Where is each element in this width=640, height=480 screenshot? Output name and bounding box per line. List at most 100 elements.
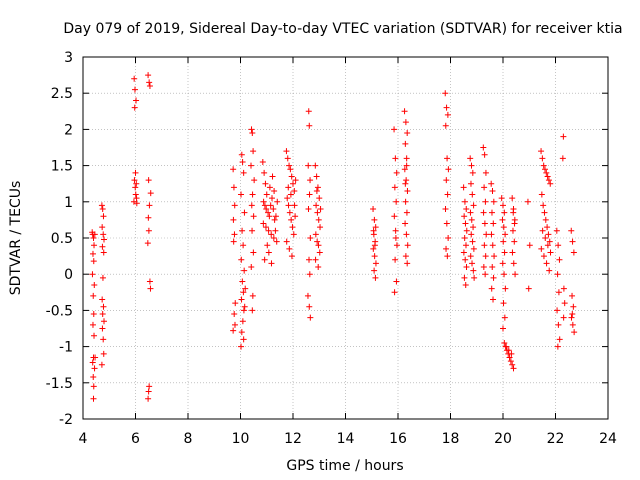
data-point-marker (569, 321, 576, 328)
x-tick-label: 6 (131, 431, 140, 447)
data-point-marker (370, 206, 377, 213)
data-point-marker (99, 325, 106, 332)
data-point-marker (231, 231, 238, 238)
data-point-marker (307, 177, 314, 184)
data-point-marker (443, 220, 450, 227)
data-point-marker (101, 236, 107, 243)
data-point-marker (89, 250, 96, 257)
data-point-marker (289, 224, 296, 231)
x-tick-label: 18 (442, 431, 460, 447)
data-point-marker (292, 213, 299, 220)
data-point-marker (305, 206, 312, 213)
data-point-marker (305, 108, 312, 115)
data-point-marker (404, 130, 411, 137)
data-point-marker (370, 245, 377, 252)
data-point-marker (91, 231, 98, 238)
data-point-marker (546, 238, 553, 245)
data-point-marker (469, 169, 476, 176)
data-point-marker (544, 242, 551, 249)
data-point-marker (248, 202, 255, 209)
data-point-marker (240, 289, 247, 296)
data-point-marker (470, 224, 477, 231)
data-point-marker (488, 180, 495, 187)
data-point-marker (283, 148, 290, 155)
data-point-marker (554, 343, 561, 350)
y-tick-label: 0.5 (51, 231, 73, 247)
data-point-marker (525, 285, 532, 292)
data-point-marker (546, 267, 553, 274)
data-point-marker (500, 224, 507, 231)
data-point-marker (560, 133, 567, 140)
data-point-marker (263, 206, 270, 213)
data-point-marker (99, 274, 106, 281)
data-point-marker (313, 173, 320, 180)
data-point-marker (372, 274, 379, 281)
data-point-marker (543, 260, 550, 267)
data-point-marker (99, 243, 106, 250)
y-tick-label: -2 (59, 412, 73, 428)
data-point-marker (231, 321, 238, 328)
data-point-marker (271, 216, 278, 223)
data-point-marker (467, 253, 474, 260)
grid (83, 57, 608, 419)
data-point-marker (305, 162, 312, 169)
data-point-marker (403, 209, 410, 216)
data-point-marker (538, 245, 545, 252)
data-point-marker (145, 72, 152, 79)
y-tick-label: 3 (64, 50, 73, 66)
data-point-marker (271, 187, 278, 194)
data-point-marker (372, 260, 379, 267)
data-point-marker (391, 184, 398, 191)
data-point-marker (317, 206, 324, 213)
data-point-marker (283, 238, 290, 245)
data-point-marker (509, 361, 516, 368)
data-point-marker (265, 209, 272, 216)
data-point-marker (147, 285, 154, 292)
data-point-marker (100, 249, 107, 256)
data-point-marker (402, 253, 409, 260)
data-point-marker (248, 263, 255, 270)
data-point-marker (90, 292, 97, 299)
data-point-marker (542, 216, 549, 223)
x-tick-label: 16 (389, 431, 407, 447)
data-point-marker (312, 256, 319, 263)
data-point-marker (312, 162, 319, 169)
data-point-marker (481, 242, 488, 249)
data-point-marker (91, 242, 98, 249)
data-point-marker (462, 220, 469, 227)
data-point-marker (468, 162, 475, 169)
data-point-marker (230, 327, 237, 334)
data-point-marker (404, 260, 411, 267)
data-point-marker (274, 198, 281, 205)
data-point-marker (313, 202, 320, 209)
data-point-marker (461, 198, 468, 205)
data-point-marker (502, 231, 509, 238)
data-point-marker (490, 296, 497, 303)
data-point-marker (145, 227, 152, 234)
data-point-marker (259, 158, 266, 165)
data-point-marker (461, 213, 468, 220)
data-point-marker (442, 206, 449, 213)
data-point-marker (554, 271, 561, 278)
x-axis-label: GPS time / hours (286, 458, 403, 474)
data-point-marker (568, 227, 575, 234)
x-tick-label: 20 (494, 431, 512, 447)
data-point-marker (501, 339, 508, 346)
data-point-marker (100, 231, 107, 238)
data-point-marker (262, 180, 269, 187)
data-point-marker (238, 329, 245, 336)
data-point-marker (286, 162, 293, 169)
data-point-marker (90, 383, 97, 390)
data-point-marker (266, 213, 273, 220)
data-point-marker (285, 184, 292, 191)
data-point-marker (510, 260, 517, 267)
y-tick-label: -0.5 (46, 303, 73, 319)
data-point-marker (392, 155, 399, 162)
data-point-marker (92, 354, 99, 361)
data-point-marker (285, 202, 292, 209)
data-point-marker (490, 198, 497, 205)
data-point-marker (89, 321, 96, 328)
data-point-marker (263, 191, 270, 198)
data-point-marker (554, 307, 561, 314)
